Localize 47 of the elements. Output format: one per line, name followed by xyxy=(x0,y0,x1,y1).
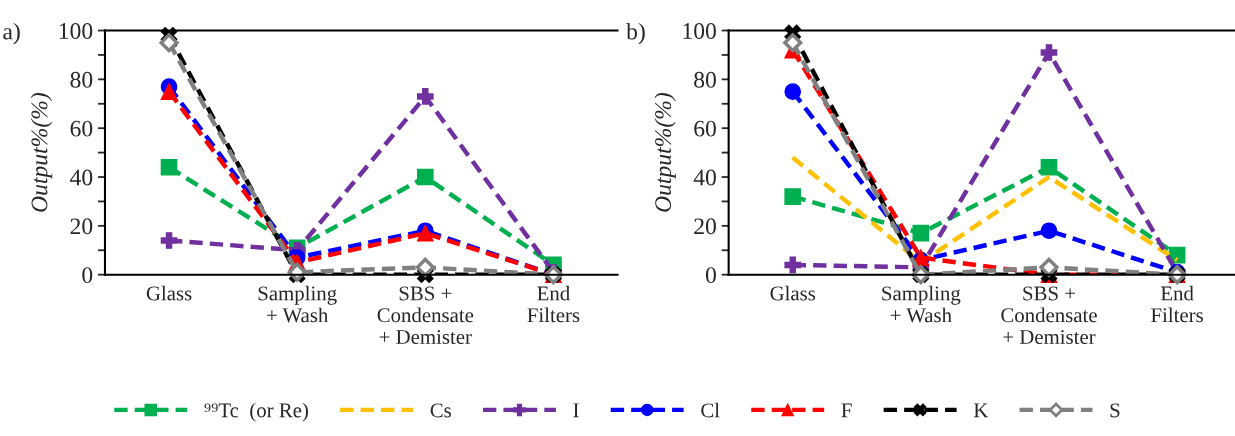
point xyxy=(784,256,802,274)
x-tick-label: End Filters xyxy=(527,285,580,323)
legend-label: K xyxy=(973,403,989,418)
legend-label: I xyxy=(573,403,579,418)
legend-label: Cs xyxy=(430,403,451,418)
chart-title: b) xyxy=(626,22,645,45)
point xyxy=(1040,44,1058,61)
y-tick-label: 60 xyxy=(70,120,93,137)
point xyxy=(159,33,179,53)
y-tick-label: 60 xyxy=(694,120,716,137)
legend-label: Cl xyxy=(701,402,720,418)
point xyxy=(160,83,178,100)
chart-title: a) xyxy=(3,22,20,45)
y-tick-label: 0 xyxy=(705,267,716,284)
y-axis-title: Output%(%) xyxy=(654,93,676,212)
point xyxy=(160,232,178,249)
point xyxy=(1039,257,1059,277)
point xyxy=(416,168,434,186)
y-tick-label: 0 xyxy=(82,267,93,284)
point xyxy=(783,33,803,53)
point xyxy=(1040,222,1058,240)
point xyxy=(160,158,178,176)
x-tick-label: End Filters xyxy=(1151,285,1203,323)
legend-label: F xyxy=(841,403,852,418)
point xyxy=(912,224,930,242)
point xyxy=(415,257,435,277)
point xyxy=(784,188,802,205)
point xyxy=(1040,158,1058,176)
y-tick-label: 20 xyxy=(694,218,716,235)
y-tick-label: 80 xyxy=(70,71,93,88)
legend-label: ⁹⁹Tc (or Re) xyxy=(204,402,308,422)
y-tick-label: 40 xyxy=(70,169,93,186)
x-tick-label: Sampling + Wash xyxy=(882,285,961,323)
x-tick-label: Glass xyxy=(770,285,816,301)
point xyxy=(784,83,802,100)
y-tick-label: 40 xyxy=(693,169,716,186)
legend-label: S xyxy=(1110,403,1120,418)
y-tick-label: 100 xyxy=(59,23,93,39)
x-tick-label: SBS + Condensate + Demister xyxy=(1001,286,1097,345)
x-tick-label: Glass xyxy=(146,285,192,301)
y-tick-label: 20 xyxy=(70,218,93,235)
y-axis-title: Output%(%) xyxy=(30,93,53,212)
y-tick-label: 100 xyxy=(683,23,716,39)
point xyxy=(416,88,434,105)
x-tick-label: SBS + Condensate + Demister xyxy=(377,286,474,345)
x-tick-label: Sampling + Wash xyxy=(258,285,337,323)
y-tick-label: 80 xyxy=(694,71,716,88)
